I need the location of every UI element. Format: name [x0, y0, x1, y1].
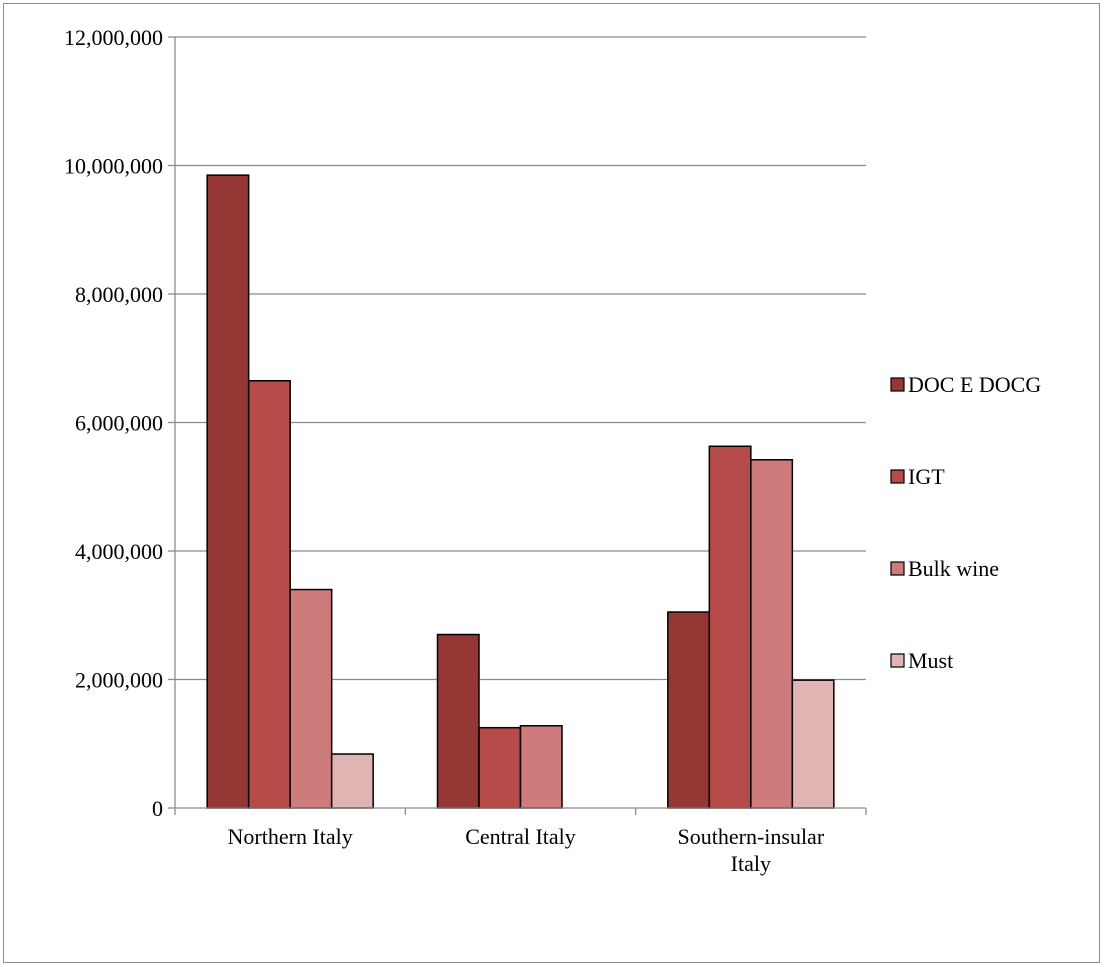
bar-bulk-wine: [750, 459, 794, 809]
bar-must: [330, 753, 374, 809]
legend-swatch: [890, 469, 905, 484]
bar-bulk-wine: [289, 588, 333, 809]
legend-swatch: [890, 561, 905, 576]
x-tick-labels: Northern Italy Central Italy Southern-insu…: [228, 824, 825, 876]
bar-must: [791, 679, 835, 809]
y-tick-label: 12,000,000: [64, 25, 163, 50]
bar-doc-e-docg: [667, 611, 711, 809]
legend: DOC E DOCG IGT Bulk wine Must: [890, 372, 1041, 673]
y-tick-label: 2,000,000: [75, 668, 163, 693]
bar-igt: [247, 379, 291, 809]
x-tick-label: Italy: [731, 851, 771, 876]
legend-swatch: [890, 653, 905, 668]
legend-swatch: [890, 377, 905, 392]
y-tick-label: 0: [152, 796, 163, 821]
legend-label: Must: [908, 648, 953, 673]
y-tick-label: 8,000,000: [75, 282, 163, 307]
y-tick-labels: 0 2,000,000 4,000,000 6,000,000 8,000,000 10,…: [64, 25, 163, 821]
axes: [168, 36, 867, 815]
y-tick-label: 10,000,000: [64, 154, 163, 179]
y-tick-label: 4,000,000: [75, 539, 163, 564]
legend-label: IGT: [908, 464, 945, 489]
legend-label: Bulk wine: [908, 556, 999, 581]
bar-igt: [708, 445, 752, 809]
x-tick-label: Northern Italy: [228, 824, 353, 849]
bar-igt: [478, 726, 522, 809]
x-tick-label: Central Italy: [465, 824, 576, 849]
legend-label: DOC E DOCG: [908, 372, 1041, 397]
bar-bulk-wine: [519, 725, 563, 809]
x-tick-label: Southern-insular: [678, 824, 825, 849]
bar-doc-e-docg: [436, 633, 480, 809]
bars: [206, 174, 835, 809]
bar-doc-e-docg: [206, 174, 250, 809]
y-tick-label: 6,000,000: [75, 411, 163, 436]
